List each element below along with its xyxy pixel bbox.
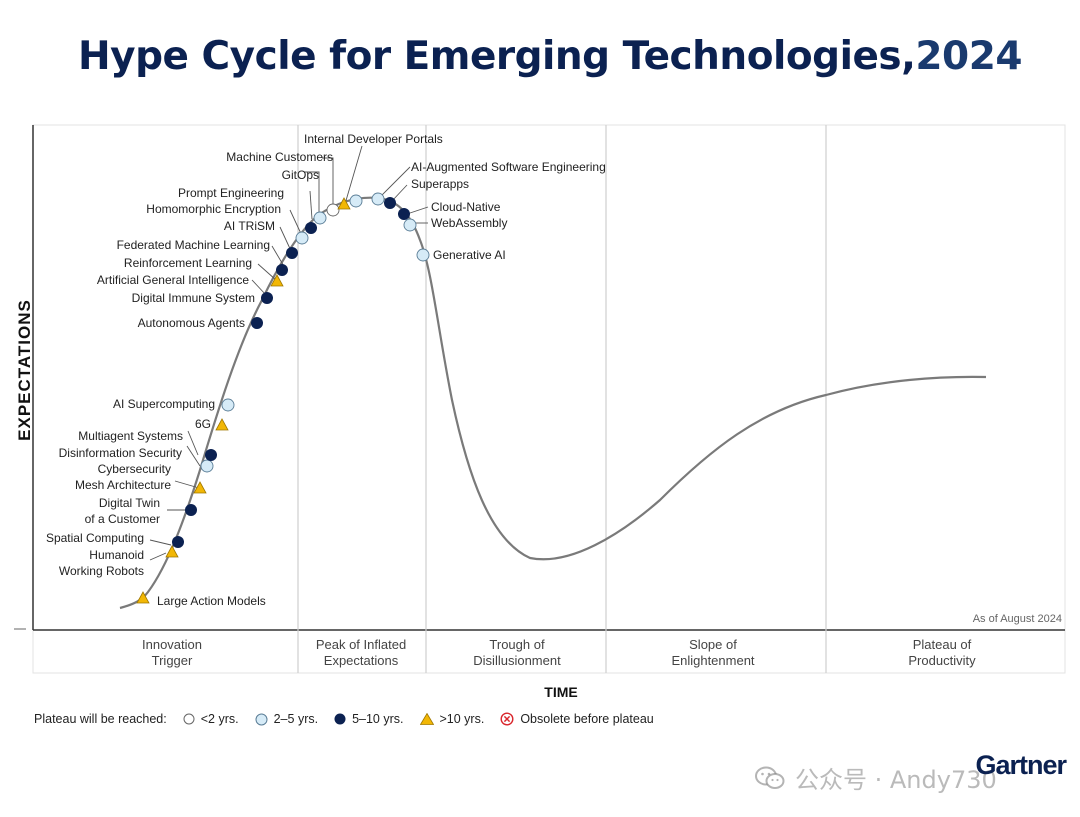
phase-label-innovation-trigger: Innovation Trigger	[142, 637, 202, 668]
label-cybersecurity: Cybersecurity	[98, 462, 171, 476]
marker-spatial-computing	[172, 536, 184, 548]
marker-large-action-models	[136, 591, 150, 604]
legend-item-2-5: 2–5 yrs.	[255, 712, 318, 726]
light-blue-circle-icon	[255, 713, 268, 725]
svg-text:Trigger: Trigger	[152, 653, 193, 668]
marker-digital-immune-system	[261, 292, 273, 304]
label-digital-twin: Digital Twin	[99, 496, 160, 510]
phase-label-plateau: Plateau of Productivity	[908, 637, 976, 668]
label-6g: 6G	[195, 417, 211, 431]
marker-cloud-native	[398, 208, 410, 220]
marker-internal-developer-portals	[349, 194, 363, 208]
label-working-robots: Working Robots	[59, 564, 144, 578]
label-humanoid: Humanoid	[89, 548, 144, 562]
label-homomorphic-encryption: Homomorphic Encryption	[146, 202, 281, 216]
label-generative-ai: Generative AI	[433, 248, 506, 262]
label-large-action-models: Large Action Models	[157, 594, 266, 608]
marker-gitops	[326, 203, 340, 217]
phase-label-peak: Peak of Inflated Expectations	[316, 637, 406, 668]
marker-generative-ai	[416, 248, 430, 262]
marker-autonomous-agents	[251, 317, 263, 329]
marker-federated-ml	[286, 247, 298, 259]
legend-item-gt10: >10 yrs.	[419, 712, 484, 726]
marker-humanoid-working-robots	[165, 545, 179, 558]
svg-text:Plateau of: Plateau of	[913, 637, 972, 652]
label-ai-supercomputing: AI Supercomputing	[113, 397, 215, 411]
label-disinformation-security: Disinformation Security	[59, 446, 182, 460]
legend-item-obsolete: Obsolete before plateau	[500, 712, 654, 726]
legend: Plateau will be reached: <2 yrs. 2–5 yrs…	[34, 712, 654, 726]
gartner-logo: Gartner	[975, 750, 1067, 780]
open-circle-icon	[183, 713, 195, 725]
phase-label-trough: Trough of Disillusionment	[473, 637, 561, 668]
watermark: 公众号 · Andy730	[755, 760, 997, 795]
svg-text:Expectations: Expectations	[324, 653, 399, 668]
marker-agi	[270, 274, 284, 287]
marker-reinforcement-learning	[276, 264, 288, 276]
label-webassembly: WebAssembly	[431, 216, 507, 230]
wechat-icon	[755, 766, 785, 789]
label-spatial-computing: Spatial Computing	[46, 531, 144, 545]
marker-disinformation-security	[205, 449, 217, 461]
label-federated-ml: Federated Machine Learning	[117, 238, 270, 252]
marker-machine-customers	[337, 197, 351, 210]
yellow-triangle-icon	[419, 713, 434, 725]
marker-cybersecurity	[200, 459, 214, 473]
legend-title: Plateau will be reached:	[34, 712, 167, 726]
marker-homomorphic-encryption	[295, 231, 309, 245]
svg-text:Trough of: Trough of	[489, 637, 545, 652]
y-axis-label: EXPECTATIONS	[15, 299, 34, 441]
svg-text:Innovation: Innovation	[142, 637, 202, 652]
x-axis-label: TIME	[544, 684, 577, 700]
navy-circle-icon	[334, 713, 346, 725]
marker-ai-supercomputing	[221, 398, 235, 412]
label-ai-trism: AI TRiSM	[224, 219, 275, 233]
marker-mesh-architecture	[193, 481, 207, 494]
tech-labels: Large Action Models Humanoid Working Rob…	[46, 132, 606, 608]
svg-text:Enlightenment: Enlightenment	[671, 653, 754, 668]
legend-item-5-10: 5–10 yrs.	[334, 712, 404, 726]
label-superapps: Superapps	[411, 177, 469, 191]
marker-webassembly	[403, 218, 417, 232]
label-agi: Artificial General Intelligence	[97, 273, 249, 287]
label-machine-customers: Machine Customers	[226, 150, 333, 164]
label-digital-immune-system: Digital Immune System	[132, 291, 255, 305]
leader-lines	[149, 145, 429, 561]
marker-superapps	[384, 197, 396, 209]
svg-text:Slope of: Slope of	[689, 637, 737, 652]
marker-digital-twin	[185, 504, 197, 516]
label-reinforcement-learning: Reinforcement Learning	[124, 256, 252, 270]
label-gitops: GitOps	[282, 168, 319, 182]
legend-item-lt2: <2 yrs.	[183, 712, 239, 726]
as-of-note: As of August 2024	[973, 613, 1062, 625]
phase-label-slope: Slope of Enlightenment	[671, 637, 754, 668]
svg-text:Disillusionment: Disillusionment	[473, 653, 561, 668]
svg-text:Productivity: Productivity	[908, 653, 976, 668]
label-prompt-engineering: Prompt Engineering	[178, 186, 284, 200]
label-mesh-architecture: Mesh Architecture	[75, 478, 171, 492]
svg-text:Peak of Inflated: Peak of Inflated	[316, 637, 406, 652]
marker-prompt-engineering	[313, 211, 327, 225]
tech-markers	[136, 192, 430, 604]
marker-6g	[215, 418, 229, 431]
label-multiagent-systems: Multiagent Systems	[78, 429, 183, 443]
label-of-a-customer: of a Customer	[85, 512, 160, 526]
label-cloud-native: Cloud-Native	[431, 200, 501, 214]
label-internal-developer-portals: Internal Developer Portals	[304, 132, 443, 146]
marker-ai-augmented-software-engineering	[371, 192, 385, 206]
marker-ai-trism	[305, 222, 317, 234]
chart-title: Hype Cycle for Emerging Technologies,202…	[78, 34, 1022, 79]
label-ai-augmented-se: AI-Augmented Software Engineering	[411, 160, 606, 174]
red-x-circle-icon	[500, 712, 514, 726]
label-autonomous-agents: Autonomous Agents	[138, 316, 245, 330]
